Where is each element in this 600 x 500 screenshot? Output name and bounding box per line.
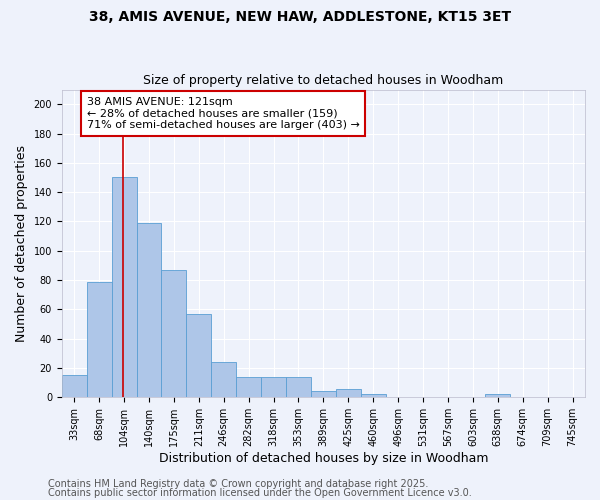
Bar xyxy=(361,394,386,398)
Bar xyxy=(86,282,112,398)
Text: Contains HM Land Registry data © Crown copyright and database right 2025.: Contains HM Land Registry data © Crown c… xyxy=(48,479,428,489)
Bar xyxy=(485,394,510,398)
Bar xyxy=(62,376,86,398)
X-axis label: Distribution of detached houses by size in Woodham: Distribution of detached houses by size … xyxy=(158,452,488,465)
Bar xyxy=(261,377,286,398)
Text: 38 AMIS AVENUE: 121sqm
← 28% of detached houses are smaller (159)
71% of semi-de: 38 AMIS AVENUE: 121sqm ← 28% of detached… xyxy=(86,97,359,130)
Bar xyxy=(236,377,261,398)
Bar xyxy=(187,314,211,398)
Bar xyxy=(161,270,187,398)
Text: 38, AMIS AVENUE, NEW HAW, ADDLESTONE, KT15 3ET: 38, AMIS AVENUE, NEW HAW, ADDLESTONE, KT… xyxy=(89,10,511,24)
Bar xyxy=(286,377,311,398)
Bar xyxy=(211,362,236,398)
Title: Size of property relative to detached houses in Woodham: Size of property relative to detached ho… xyxy=(143,74,503,87)
Bar xyxy=(112,178,137,398)
Bar xyxy=(311,392,336,398)
Y-axis label: Number of detached properties: Number of detached properties xyxy=(15,145,28,342)
Text: Contains public sector information licensed under the Open Government Licence v3: Contains public sector information licen… xyxy=(48,488,472,498)
Bar xyxy=(336,388,361,398)
Bar xyxy=(137,223,161,398)
